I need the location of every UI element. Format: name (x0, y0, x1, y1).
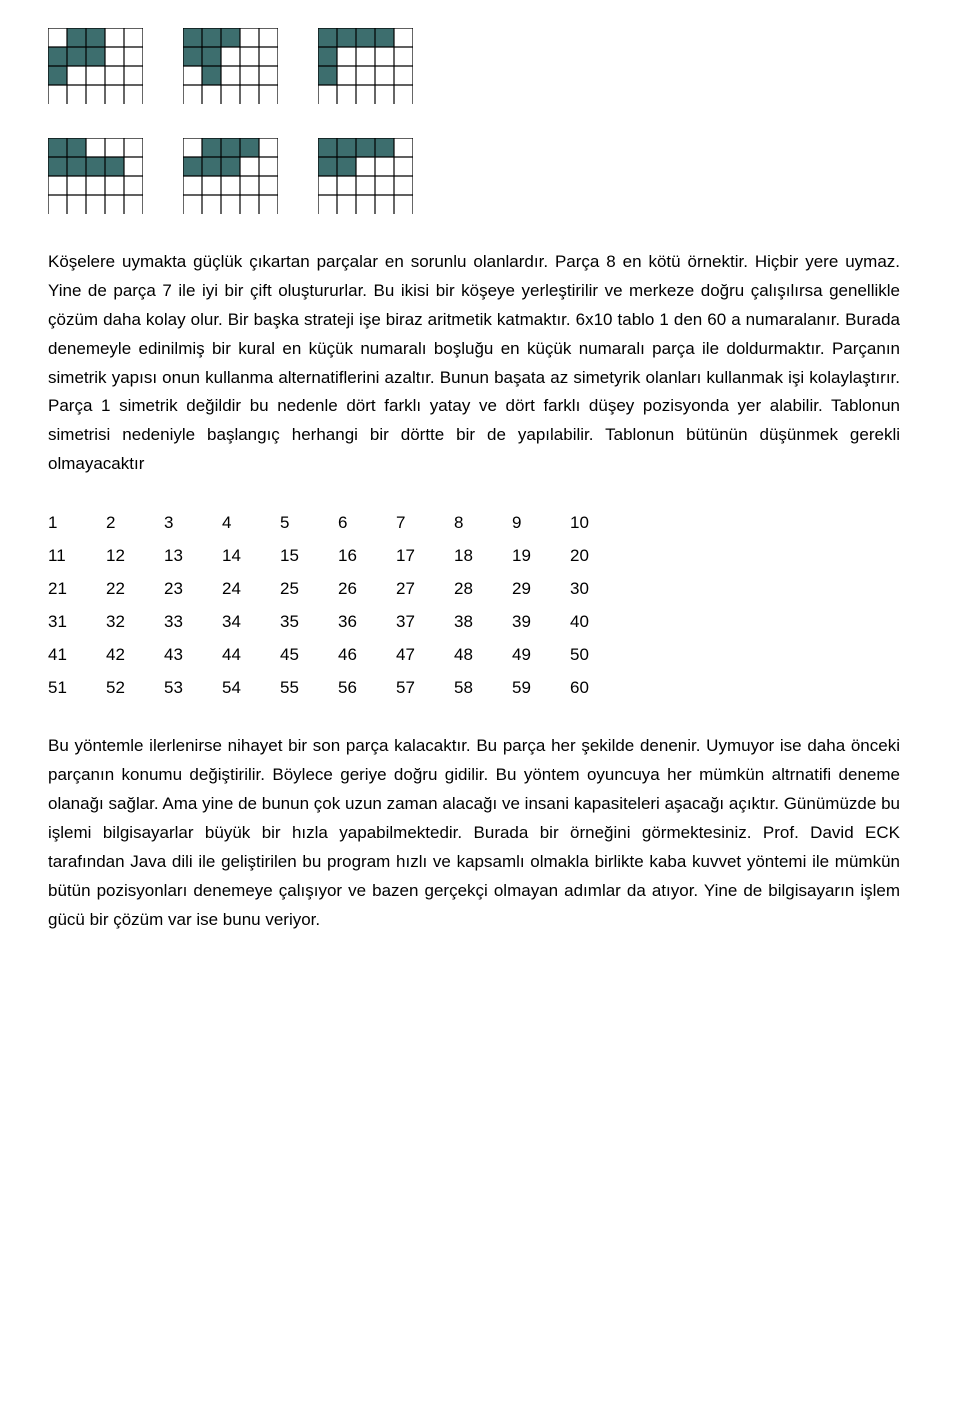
table-cell: 16 (338, 540, 396, 573)
table-cell: 6 (338, 507, 396, 540)
table-cell: 30 (570, 573, 628, 606)
table-cell: 49 (512, 639, 570, 672)
table-cell: 42 (106, 639, 164, 672)
table-cell: 10 (570, 507, 628, 540)
table-cell: 26 (338, 573, 396, 606)
table-cell: 54 (222, 672, 280, 705)
table-cell: 45 (280, 639, 338, 672)
table-row: 11121314151617181920 (48, 540, 628, 573)
table-cell: 1 (48, 507, 106, 540)
table-cell: 59 (512, 672, 570, 705)
table-cell: 44 (222, 639, 280, 672)
table-cell: 60 (570, 672, 628, 705)
shapes-row-1 (48, 28, 900, 104)
number-table: 1234567891011121314151617181920212223242… (48, 507, 628, 704)
table-cell: 35 (280, 606, 338, 639)
paragraph-1: Köşelere uymakta güçlük çıkartan parçala… (48, 248, 900, 479)
table-cell: 58 (454, 672, 512, 705)
table-cell: 40 (570, 606, 628, 639)
table-cell: 34 (222, 606, 280, 639)
table-cell: 21 (48, 573, 106, 606)
table-cell: 31 (48, 606, 106, 639)
table-cell: 11 (48, 540, 106, 573)
table-cell: 46 (338, 639, 396, 672)
table-row: 41424344454647484950 (48, 639, 628, 672)
table-cell: 41 (48, 639, 106, 672)
paragraph-2: Bu yöntemle ilerlenirse nihayet bir son … (48, 732, 900, 934)
table-cell: 55 (280, 672, 338, 705)
table-cell: 8 (454, 507, 512, 540)
table-cell: 36 (338, 606, 396, 639)
table-cell: 19 (512, 540, 570, 573)
table-cell: 51 (48, 672, 106, 705)
table-cell: 15 (280, 540, 338, 573)
table-cell: 13 (164, 540, 222, 573)
table-cell: 17 (396, 540, 454, 573)
table-cell: 24 (222, 573, 280, 606)
pentomino-shape (318, 138, 413, 214)
table-cell: 28 (454, 573, 512, 606)
table-cell: 23 (164, 573, 222, 606)
table-cell: 32 (106, 606, 164, 639)
table-cell: 29 (512, 573, 570, 606)
table-cell: 25 (280, 573, 338, 606)
pentomino-shape (48, 138, 143, 214)
table-cell: 18 (454, 540, 512, 573)
table-cell: 2 (106, 507, 164, 540)
table-cell: 14 (222, 540, 280, 573)
table-cell: 7 (396, 507, 454, 540)
table-cell: 57 (396, 672, 454, 705)
table-cell: 56 (338, 672, 396, 705)
pentomino-shape (183, 28, 278, 104)
table-cell: 52 (106, 672, 164, 705)
pentomino-shape (183, 138, 278, 214)
table-cell: 4 (222, 507, 280, 540)
table-row: 21222324252627282930 (48, 573, 628, 606)
table-cell: 39 (512, 606, 570, 639)
table-cell: 27 (396, 573, 454, 606)
table-cell: 5 (280, 507, 338, 540)
shapes-row-2 (48, 138, 900, 214)
table-cell: 9 (512, 507, 570, 540)
pentomino-shape (48, 28, 143, 104)
table-row: 51525354555657585960 (48, 672, 628, 705)
table-cell: 43 (164, 639, 222, 672)
table-row: 12345678910 (48, 507, 628, 540)
table-cell: 22 (106, 573, 164, 606)
table-cell: 3 (164, 507, 222, 540)
table-cell: 33 (164, 606, 222, 639)
table-cell: 50 (570, 639, 628, 672)
table-cell: 20 (570, 540, 628, 573)
pentomino-shape (318, 28, 413, 104)
table-cell: 53 (164, 672, 222, 705)
table-cell: 48 (454, 639, 512, 672)
table-row: 31323334353637383940 (48, 606, 628, 639)
table-cell: 12 (106, 540, 164, 573)
table-cell: 38 (454, 606, 512, 639)
table-cell: 47 (396, 639, 454, 672)
table-cell: 37 (396, 606, 454, 639)
